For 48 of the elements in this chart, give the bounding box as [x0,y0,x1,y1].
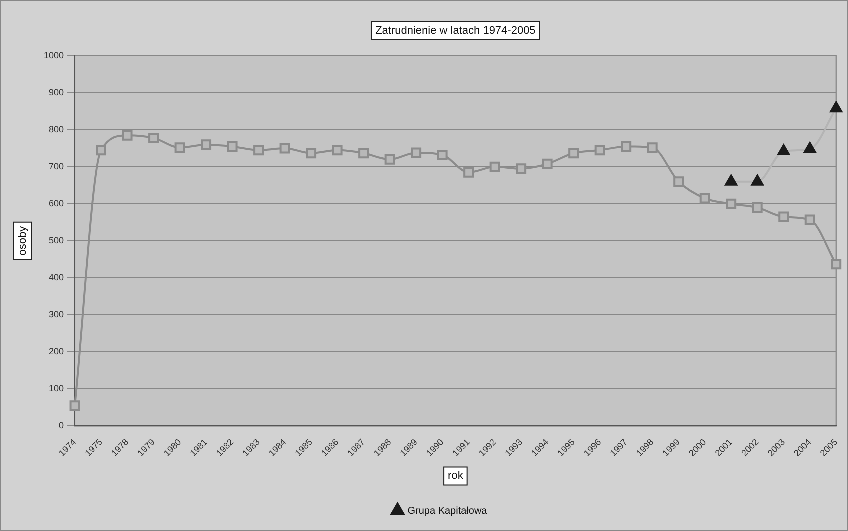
y-tick-label: 300 [48,310,64,320]
y-tick-label: 800 [48,124,64,135]
point [437,150,448,160]
point [96,145,107,156]
point [174,142,186,154]
point [621,141,632,152]
point [831,259,842,270]
y-tick-label: 500 [48,236,64,246]
point [804,142,816,154]
point [778,212,790,222]
y-tick-label: 600 [48,198,64,209]
y-tick-label: 900 [48,88,64,98]
chart-title: Zatrudnienie w latach 1974-2005 [376,25,536,38]
y-tick-label: 0 [59,420,64,431]
y-tick-label: 700 [48,162,64,172]
y-tick-label: 200 [48,346,64,357]
point [568,148,580,159]
y-axis-title: osoby [17,226,30,256]
point [358,148,370,159]
x-axis-title: rok [448,470,464,482]
point [227,141,238,152]
point [201,140,212,150]
point [674,176,684,188]
point [594,145,606,156]
point [464,167,474,178]
y-tick-label: 100 [48,384,64,394]
point [830,102,843,113]
point [148,132,160,144]
y-tick-label: 1000 [44,50,64,60]
y-tick-label: 400 [48,272,64,283]
point [778,144,790,156]
point [384,154,396,165]
point [752,202,763,214]
legend-label: Grupa Kapitałowa [408,506,488,517]
point [332,145,343,156]
point [280,143,290,154]
point [516,164,527,174]
point [70,400,80,412]
point [411,148,422,158]
point [804,214,816,226]
point [647,142,658,154]
point [306,148,317,159]
point [726,198,737,210]
point [542,158,553,170]
point [254,145,264,156]
point [490,162,500,172]
point [122,130,133,141]
point [700,193,710,204]
